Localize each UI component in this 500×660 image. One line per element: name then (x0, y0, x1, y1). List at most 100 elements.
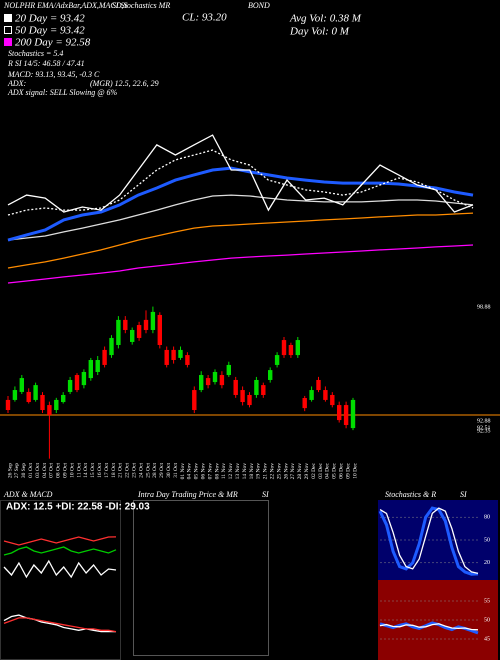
x-tick-label: 10 Dec (352, 462, 358, 478)
series-line (7, 244, 474, 284)
x-tick-label: 16 Oct (97, 463, 103, 478)
x-tick-label: 01 Oct (28, 463, 34, 478)
x-tick-label: 26 Sep (7, 463, 13, 478)
adx-signal: ADX signal: SELL Slowing @ 6% (7, 88, 118, 97)
candle-body (226, 364, 231, 376)
candle-body (102, 349, 107, 365)
x-tick-label: 22 Nov (269, 463, 275, 480)
x-tick-label: 30 Oct (166, 463, 172, 478)
x-tick-label: 09 Dec (345, 462, 351, 478)
y-tick-label: 20 (484, 560, 490, 566)
candle-body (12, 390, 18, 400)
series-line (7, 134, 474, 213)
x-tick-label: 15 Oct (90, 463, 96, 478)
y-tick-label: 50 (484, 537, 490, 543)
legend-ma20: 20 Day = 93.42 (15, 13, 85, 25)
series-line (3, 536, 117, 546)
candle-body (343, 405, 349, 426)
candle-body (261, 385, 266, 395)
panel-title: Intra Day Trading Price & MR (137, 490, 238, 499)
candle-body (116, 319, 121, 345)
legend-ma200: 200 Day = 92.58 (15, 37, 91, 49)
x-tick-label: 11 Oct (76, 463, 82, 478)
x-tick-label: 04 Oct (42, 463, 48, 478)
y-tick-label: 92.35 (477, 428, 491, 434)
x-tick-label: 25 Oct (145, 463, 151, 478)
candle-body (233, 379, 238, 395)
candle-body (61, 394, 66, 403)
candle-body (178, 349, 183, 358)
panel-title: ADX & MACD (3, 490, 53, 499)
x-tick-label: 17 Oct (104, 463, 110, 478)
macd-value: MACD: 93.13, 93.45, -0.3 C (7, 70, 100, 79)
x-tick-label: 31 Oct (173, 463, 179, 478)
panel-title: SI (262, 490, 269, 499)
x-tick-label: 27 Sep (14, 463, 20, 478)
x-tick-label: 04 Nov (187, 463, 193, 480)
rsi-value: R SI 14/5: 46.58 / 47.41 (7, 59, 85, 68)
candle-body (74, 375, 80, 391)
candle-body (150, 311, 156, 330)
y-tick-label: 98.88 (477, 304, 491, 310)
x-tick-label: 03 Dec (318, 462, 324, 478)
candle-body (199, 375, 204, 391)
x-tick-label: 11 Nov (221, 463, 227, 479)
x-tick-label: 12 Nov (228, 463, 234, 480)
candle-body (40, 394, 45, 411)
candle-body (205, 378, 211, 386)
candle-body (274, 355, 280, 365)
x-tick-label: 13 Nov (235, 463, 241, 480)
series-line (3, 546, 117, 556)
x-tick-label: 06 Dec (338, 462, 344, 478)
x-tick-label: 26 Nov (283, 463, 289, 480)
adx-label: ADX: (7, 79, 27, 88)
candle-body (109, 337, 114, 356)
legend-ma50: 50 Day = 93.42 (15, 25, 85, 37)
candle-body (268, 370, 273, 380)
candle-body (136, 325, 142, 338)
candle-body (19, 378, 24, 392)
series-line (7, 212, 474, 269)
x-tick-label: 21 Oct (118, 463, 124, 478)
header-subtitle: SI Stochastics MR (112, 1, 170, 10)
x-tick-label: 10 Oct (69, 463, 75, 478)
panel-title: Stochastics & R (385, 490, 436, 499)
x-tick-label: 07 Nov (207, 463, 213, 480)
y-tick-label: 55 (484, 598, 490, 604)
y-tick-label: 92.88 (477, 418, 491, 424)
x-tick-label: 05 Dec (332, 462, 338, 478)
candle-body (323, 390, 328, 400)
x-tick-label: 04 Dec (325, 462, 331, 478)
candle-body (185, 355, 190, 365)
y-tick-label: 80 (484, 515, 490, 521)
adx-values: (MGR) 12.5, 22.6, 29 (90, 79, 159, 88)
candle-body (302, 398, 307, 409)
candle-body (33, 385, 38, 400)
x-tick-label: 30 Sep (21, 463, 27, 478)
series-line (7, 149, 474, 216)
x-tick-label: 01 Nov (180, 463, 186, 480)
candle-body (88, 360, 93, 379)
x-tick-label: 25 Nov (276, 463, 282, 480)
x-tick-label: 03 Oct (35, 463, 41, 478)
avg-volume: Avg Vol: 0.38 M (289, 13, 362, 25)
candle-body (212, 371, 218, 383)
candle-body (171, 349, 176, 361)
candle-body (5, 399, 11, 411)
x-tick-label: 22 Oct (125, 463, 131, 478)
candle-body (47, 405, 52, 415)
x-tick-label: 18 Oct (111, 463, 117, 478)
series-line (378, 506, 479, 576)
x-tick-label: 06 Nov (200, 463, 206, 480)
intraday-frame (133, 500, 269, 656)
x-tick-label: 29 Oct (159, 463, 165, 478)
x-tick-label: 14 Nov (242, 463, 248, 480)
panel-title: ADX: 12.5 +DI: 22.58 -DI: 29.03 (6, 502, 150, 513)
x-tick-label: 07 Oct (49, 463, 55, 478)
candle-body (295, 340, 300, 356)
x-tick-label: 29 Nov (304, 463, 310, 480)
series-line (379, 507, 479, 575)
candle-body (26, 391, 31, 403)
x-tick-label: 27 Nov (290, 463, 296, 480)
